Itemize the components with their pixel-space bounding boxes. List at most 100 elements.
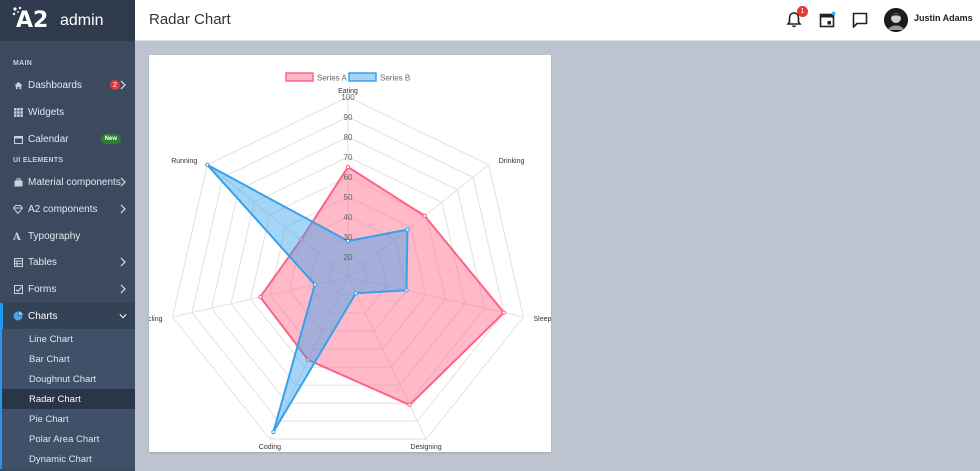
radial-tick-label: 50 (344, 193, 353, 202)
legend-swatch-a (285, 72, 314, 82)
sidebar-item-typography[interactable]: A Typography (0, 223, 135, 249)
radial-tick-label: 30 (344, 233, 353, 242)
radial-tick-label: 70 (344, 153, 353, 162)
chevron-down-icon (119, 314, 127, 319)
sidebar-item-calendar[interactable]: Calendar New (0, 126, 135, 152)
sidebar-item-label: Dashboards (28, 79, 82, 91)
sidebar-item-label: Forms (28, 283, 57, 295)
notification-badge: 1 (797, 6, 808, 17)
sidebar-item-forms[interactable]: Forms (0, 276, 135, 302)
section-main-label: MAIN (13, 60, 33, 67)
radial-tick-label: 40 (344, 213, 353, 222)
chat-icon[interactable] (850, 10, 870, 30)
checkbox-icon (13, 284, 23, 294)
sidebar-item-label: Typography (28, 230, 81, 242)
avatar[interactable] (884, 8, 908, 32)
data-point (298, 237, 304, 242)
grid-icon (13, 107, 23, 117)
category-label-running: Running (171, 158, 197, 165)
data-point (271, 429, 276, 435)
grid-ring (269, 196, 427, 350)
table-icon (13, 257, 23, 267)
grid-ring (249, 176, 447, 368)
series-b-area (206, 163, 409, 433)
calendar-new-badge: New (100, 134, 121, 144)
sidebar-item-widgets[interactable]: Widgets (0, 99, 135, 125)
category-label-coding: Coding (259, 444, 281, 451)
data-point (404, 288, 409, 293)
angle-line (347, 276, 524, 318)
chevron-right-icon (120, 284, 126, 294)
sidebar-subitem-doughnut-chart[interactable]: Doughnut Chart (0, 369, 135, 389)
chevron-right-icon (120, 177, 126, 187)
category-label-designing: Designing (411, 444, 442, 451)
radial-tick-label: 100 (341, 93, 355, 102)
category-label-sleeping: Sleeping (533, 316, 551, 323)
sidebar-item-tables[interactable]: Tables (0, 249, 135, 275)
angle-line (347, 164, 490, 278)
sidebar-subitem-polar-area-chart[interactable]: Polar Area Chart (0, 429, 135, 449)
radial-tick-label: 60 (344, 173, 353, 182)
briefcase-icon (13, 177, 23, 187)
data-point (312, 282, 317, 287)
legend-label-b: Series B (380, 74, 410, 83)
dashboards-badge: 2 (110, 80, 120, 90)
sidebar-item-label: Tables (28, 256, 57, 268)
app-name: admin (60, 11, 104, 29)
sidebar-item-material-components[interactable]: Material components (0, 169, 135, 195)
data-point (205, 162, 210, 167)
sidebar-subitem-dynamic-chart[interactable]: Dynamic Chart (0, 449, 135, 469)
data-point (422, 213, 427, 218)
data-point (405, 227, 410, 232)
grid-ring (210, 136, 486, 404)
legend-swatch-b (348, 72, 377, 82)
chevron-right-icon (120, 257, 126, 267)
chevron-right-icon (120, 80, 126, 90)
data-point (305, 357, 311, 362)
grid-ring (171, 96, 525, 440)
logo-text: A2 (16, 7, 49, 33)
home-icon (13, 80, 23, 90)
data-point (345, 164, 351, 170)
diamond-icon (13, 204, 23, 214)
sidebar: A2 admin MAIN Dashboards 2 Widgets Calen… (0, 0, 135, 471)
svg-text:A: A (13, 232, 21, 241)
sidebar-subitem-bar-chart[interactable]: Bar Chart (0, 349, 135, 369)
app-logo: A2 (12, 6, 56, 36)
radial-tick-label: 80 (344, 133, 353, 142)
sidebar-subitem-radar-chart[interactable]: Radar Chart (0, 389, 135, 409)
category-label-cycling: Cycling (149, 316, 163, 323)
user-photo-icon (884, 8, 908, 32)
category-label-drinking: Drinking (499, 158, 525, 165)
grid-ring (191, 116, 505, 422)
radial-tick-label: 20 (344, 253, 353, 262)
sidebar-item-label: Widgets (28, 106, 65, 118)
grid-ring (288, 216, 408, 332)
top-bar: Radar Chart (135, 0, 980, 41)
sidebar-item-charts[interactable]: Charts (0, 303, 135, 329)
chevron-right-icon (120, 204, 126, 214)
grid-ring (230, 156, 466, 386)
typography-icon: A (13, 231, 23, 241)
sidebar-subitem-line-chart[interactable]: Line Chart (0, 329, 135, 349)
grid-ring (308, 236, 388, 314)
pie-chart-icon (13, 311, 23, 321)
sidebar-item-label: A2 components (28, 203, 98, 215)
angle-line (347, 276, 427, 440)
data-point (501, 310, 507, 315)
sidebar-subitem-pie-chart[interactable]: Pie Chart (0, 409, 135, 429)
page-title: Radar Chart (149, 11, 231, 28)
grid-ring (327, 256, 369, 296)
user-name[interactable]: Justin Adams (914, 13, 973, 23)
angle-line (206, 164, 349, 278)
data-point (345, 238, 351, 244)
legend-label-a: Series A (317, 74, 347, 83)
brand[interactable]: A2 admin (0, 0, 135, 41)
sidebar-item-dashboards[interactable]: Dashboards 2 (0, 72, 135, 98)
sidebar-item-a2-components[interactable]: A2 components (0, 196, 135, 222)
data-point (258, 294, 263, 300)
data-point (353, 291, 358, 296)
event-calendar-icon[interactable] (817, 10, 837, 30)
